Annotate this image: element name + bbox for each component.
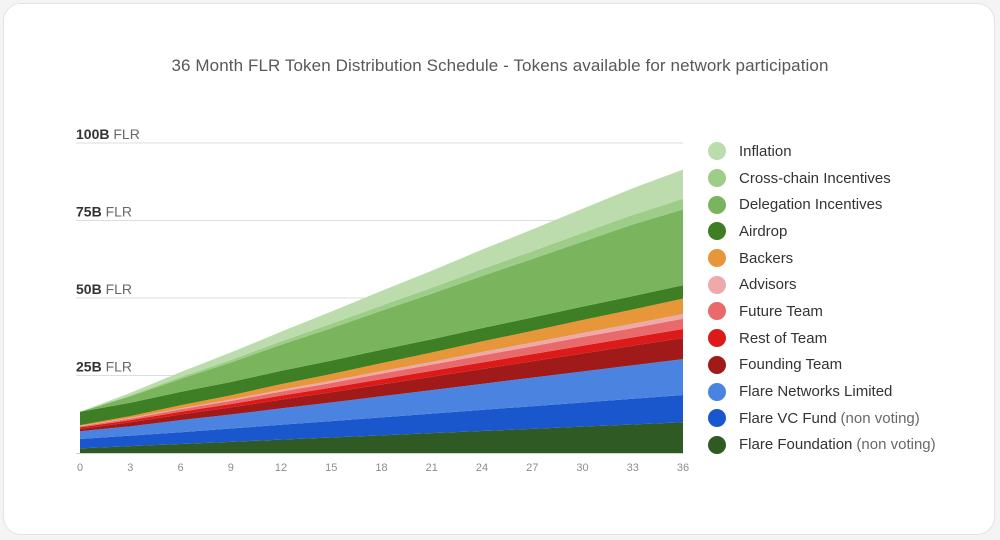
- legend-swatch: [708, 382, 726, 401]
- legend-swatch: [708, 195, 726, 214]
- x-tick-label: 6: [177, 462, 183, 474]
- legend-swatch: [708, 409, 726, 428]
- x-tick-label: 12: [275, 462, 287, 474]
- legend-swatch: [708, 249, 726, 268]
- x-tick-label: 27: [526, 462, 538, 474]
- x-tick-label: 21: [426, 462, 438, 474]
- x-tick-label: 24: [476, 462, 488, 474]
- legend-note: (non voting): [856, 436, 936, 454]
- legend-swatch: [708, 302, 726, 321]
- legend-label: Flare Networks Limited: [739, 383, 893, 401]
- chart-title: 36 Month FLR Token Distribution Schedule…: [171, 56, 829, 75]
- legend-item-inflation: Inflation: [708, 138, 936, 165]
- legend-swatch: [708, 142, 726, 161]
- area-rest-of-team: [80, 329, 683, 429]
- x-tick-label: 18: [375, 462, 387, 474]
- legend-item-rest-of-team: Rest of Team: [708, 325, 936, 352]
- x-tick-label: 9: [228, 462, 234, 474]
- y-tick-label: 75B FLR: [76, 204, 132, 220]
- legend-item-future-team: Future Team: [708, 298, 936, 325]
- x-tick-label: 3: [127, 462, 133, 474]
- x-tick-label: 0: [77, 462, 83, 474]
- legend-label: Flare Foundation: [739, 436, 853, 454]
- legend-swatch: [708, 355, 726, 374]
- legend-item-delegation-incentives: Delegation Incentives: [708, 191, 936, 218]
- y-tick-label: 100B FLR: [76, 126, 140, 142]
- legend-label: Future Team: [739, 302, 823, 320]
- legend-label: Founding Team: [739, 356, 843, 374]
- legend-label: Airdrop: [739, 222, 788, 240]
- chart-legend: Inflation Cross-chain Incentives Delegatio…: [708, 138, 936, 458]
- legend-swatch: [708, 329, 726, 348]
- legend-swatch: [708, 435, 726, 454]
- legend-label: Inflation: [739, 142, 792, 160]
- legend-item-flare-foundation: Flare Foundation (non voting): [708, 432, 936, 459]
- legend-label: Advisors: [739, 276, 797, 294]
- legend-item-airdrop: Airdrop: [708, 218, 936, 245]
- area-inflation: [80, 169, 683, 412]
- legend-label: Cross-chain Incentives: [739, 169, 891, 187]
- y-tick-label: 25B FLR: [76, 359, 132, 375]
- legend-label: Backers: [739, 249, 794, 267]
- legend-item-flare-vc-fund: Flare VC Fund (non voting): [708, 405, 936, 432]
- legend-item-advisors: Advisors: [708, 271, 936, 298]
- area-founding-team: [80, 337, 683, 432]
- legend-label: Delegation Incentives: [739, 196, 883, 214]
- legend-note: (non voting): [840, 409, 920, 427]
- x-tick-label: 33: [627, 462, 639, 474]
- x-tick-label: 15: [325, 462, 337, 474]
- legend-label: Rest of Team: [739, 329, 828, 347]
- area-cross-chain-incentives: [80, 198, 683, 412]
- legend-swatch: [708, 222, 726, 241]
- area-series: [80, 169, 683, 453]
- y-tick-label: 50B FLR: [76, 281, 132, 297]
- legend-swatch: [708, 169, 726, 188]
- area-airdrop: [80, 285, 683, 426]
- y-tick-labels: 25B FLR 50B FLR 75B FLR 100B FLR: [76, 126, 140, 375]
- legend-item-backers: Backers: [708, 245, 936, 272]
- area-flare-networks-limited: [80, 359, 683, 440]
- area-flare-vc-fund: [80, 395, 683, 449]
- x-tick-label: 36: [677, 462, 689, 474]
- x-tick-label: 30: [576, 462, 588, 474]
- legend-item-founding-team: Founding Team: [708, 352, 936, 379]
- legend-item-flare-networks-limited: Flare Networks Limited: [708, 378, 936, 405]
- legend-label: Flare VC Fund: [739, 409, 837, 427]
- area-flare-foundation: [80, 422, 683, 453]
- x-tick-labels: 0 3 6 9 12 15 18 21 24 27 30 33 36: [77, 462, 689, 474]
- legend-item-cross-chain-incentives: Cross-chain Incentives: [708, 165, 936, 192]
- area-delegation-incentives: [80, 209, 683, 412]
- legend-swatch: [708, 275, 726, 294]
